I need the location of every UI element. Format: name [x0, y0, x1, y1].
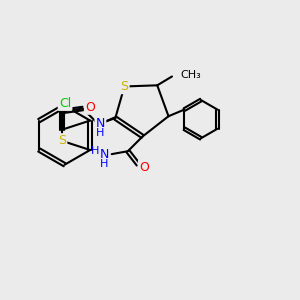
Text: N: N	[100, 148, 109, 160]
Text: H: H	[100, 159, 109, 169]
Text: H: H	[96, 128, 105, 138]
Text: H: H	[91, 146, 100, 156]
Text: CH₃: CH₃	[181, 70, 202, 80]
Text: S: S	[58, 134, 66, 147]
Text: S: S	[120, 80, 128, 93]
Text: N: N	[96, 117, 105, 130]
Text: O: O	[139, 161, 149, 174]
Text: Cl: Cl	[59, 97, 71, 110]
Text: O: O	[85, 100, 95, 113]
